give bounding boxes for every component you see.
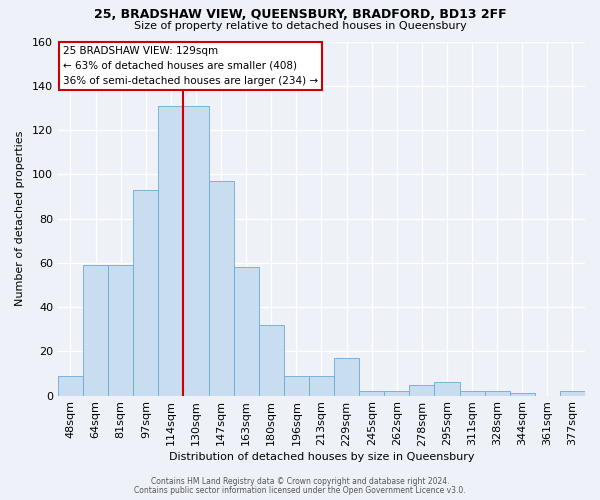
Bar: [83, 265, 108, 396]
Bar: [158, 106, 184, 396]
Text: Contains HM Land Registry data © Crown copyright and database right 2024.: Contains HM Land Registry data © Crown c…: [151, 477, 449, 486]
Text: Contains public sector information licensed under the Open Government Licence v3: Contains public sector information licen…: [134, 486, 466, 495]
Bar: [409, 384, 434, 396]
Text: Size of property relative to detached houses in Queensbury: Size of property relative to detached ho…: [134, 21, 466, 31]
Bar: [434, 382, 460, 396]
Bar: [460, 391, 485, 396]
Bar: [184, 106, 209, 396]
Text: 25 BRADSHAW VIEW: 129sqm
← 63% of detached houses are smaller (408)
36% of semi-: 25 BRADSHAW VIEW: 129sqm ← 63% of detach…: [63, 46, 318, 86]
Bar: [359, 391, 384, 396]
Bar: [259, 325, 284, 396]
Bar: [233, 267, 259, 396]
Bar: [309, 376, 334, 396]
Bar: [334, 358, 359, 396]
X-axis label: Distribution of detached houses by size in Queensbury: Distribution of detached houses by size …: [169, 452, 474, 462]
Bar: [108, 265, 133, 396]
Text: 25, BRADSHAW VIEW, QUEENSBURY, BRADFORD, BD13 2FF: 25, BRADSHAW VIEW, QUEENSBURY, BRADFORD,…: [94, 8, 506, 20]
Bar: [510, 394, 535, 396]
Bar: [560, 391, 585, 396]
Bar: [485, 391, 510, 396]
Bar: [384, 391, 409, 396]
Bar: [133, 190, 158, 396]
Bar: [58, 376, 83, 396]
Y-axis label: Number of detached properties: Number of detached properties: [15, 131, 25, 306]
Bar: [209, 181, 233, 396]
Bar: [284, 376, 309, 396]
